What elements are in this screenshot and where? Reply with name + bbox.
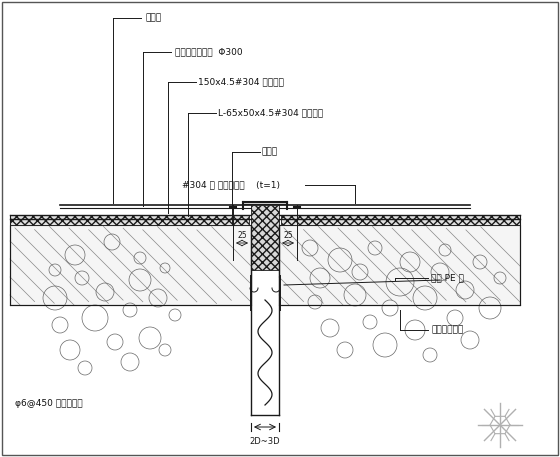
Text: 板缝皮: 板缝皮 bbox=[262, 148, 278, 156]
Text: 150x4.5#304 不锈钢板: 150x4.5#304 不锈钢板 bbox=[198, 78, 284, 86]
Text: 发泡 PE 条: 发泡 PE 条 bbox=[431, 273, 464, 282]
Text: 不锈钢钉大螺垫  Φ300: 不锈钢钉大螺垫 Φ300 bbox=[175, 48, 242, 57]
Text: 25: 25 bbox=[237, 231, 247, 240]
Polygon shape bbox=[10, 215, 249, 225]
Text: φ6@450 与板整体浇: φ6@450 与板整体浇 bbox=[15, 399, 83, 408]
Text: L-65x50x4.5#304 不锈钢骨: L-65x50x4.5#304 不锈钢骨 bbox=[218, 108, 323, 117]
Text: 25: 25 bbox=[283, 231, 293, 240]
Text: 拨缝皮: 拨缝皮 bbox=[145, 14, 161, 22]
Polygon shape bbox=[10, 225, 251, 305]
Polygon shape bbox=[281, 215, 520, 225]
Text: #304 匚 形不锈钢板    (t=1): #304 匚 形不锈钢板 (t=1) bbox=[182, 181, 280, 190]
Text: 素砼斯青填缝: 素砼斯青填缝 bbox=[431, 325, 463, 335]
Polygon shape bbox=[251, 205, 279, 270]
Text: 2D~3D: 2D~3D bbox=[250, 437, 281, 446]
Polygon shape bbox=[279, 225, 520, 305]
